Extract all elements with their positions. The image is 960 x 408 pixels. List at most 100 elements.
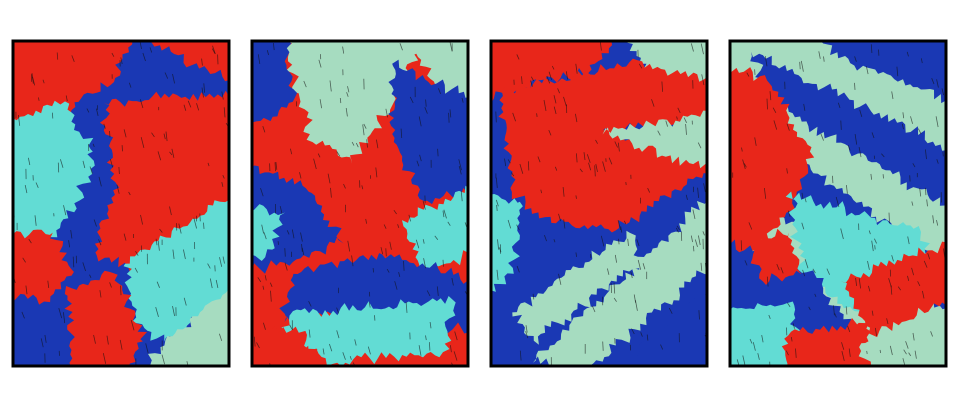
- texture-stroke: [565, 71, 568, 80]
- texture-stroke: [841, 342, 845, 350]
- texture-stroke: [752, 342, 756, 351]
- texture-stroke: [397, 224, 400, 229]
- texture-stroke: [870, 44, 873, 54]
- texture-stroke: [660, 344, 664, 350]
- texture-stroke: [183, 297, 187, 306]
- texture-stroke: [586, 154, 591, 163]
- texture-stroke: [346, 92, 349, 97]
- texture-stroke: [847, 145, 851, 151]
- texture-stroke: [118, 166, 120, 175]
- texture-stroke: [106, 335, 109, 345]
- texture-stroke: [906, 51, 909, 57]
- texture-stroke: [840, 120, 842, 130]
- texture-stroke: [116, 184, 120, 194]
- texture-stroke: [795, 348, 797, 358]
- texture-stroke: [426, 290, 431, 297]
- texture-stroke: [329, 80, 332, 92]
- texture-stroke: [400, 128, 403, 139]
- texture-stroke: [47, 280, 50, 288]
- texture-stroke: [365, 218, 367, 224]
- texture-stroke: [98, 239, 102, 246]
- texture-stroke: [803, 103, 806, 111]
- texture-stroke: [451, 362, 454, 365]
- texture-stroke: [544, 234, 547, 242]
- texture-stroke: [38, 97, 40, 101]
- texture-stroke: [460, 191, 463, 202]
- texture-stroke: [510, 172, 515, 177]
- texture-stroke: [701, 74, 705, 86]
- texture-stroke: [31, 73, 34, 84]
- texture-stroke: [563, 96, 567, 107]
- texture-stroke: [140, 137, 145, 148]
- texture-stroke: [917, 128, 922, 135]
- texture-stroke: [925, 149, 927, 160]
- texture-stroke: [859, 109, 863, 118]
- texture-stroke: [419, 154, 422, 162]
- color-region: [285, 42, 420, 164]
- texture-stroke: [532, 293, 535, 300]
- texture-stroke: [351, 255, 354, 267]
- texture-stroke: [209, 278, 213, 289]
- texture-stroke: [835, 196, 840, 208]
- texture-stroke: [931, 78, 935, 85]
- art-panel: [14, 42, 228, 365]
- texture-stroke: [766, 276, 769, 287]
- texture-stroke: [393, 209, 397, 215]
- texture-stroke: [642, 263, 646, 270]
- texture-stroke: [640, 332, 643, 337]
- texture-stroke: [742, 159, 746, 170]
- texture-stroke: [583, 152, 586, 161]
- texture-stroke: [540, 363, 542, 365]
- texture-stroke: [383, 224, 387, 229]
- texture-stroke: [575, 63, 578, 74]
- texture-stroke: [698, 235, 701, 246]
- texture-stroke: [186, 361, 189, 365]
- texture-stroke: [786, 168, 788, 174]
- texture-stroke: [269, 363, 271, 365]
- texture-stroke: [820, 133, 824, 141]
- texture-stroke: [322, 348, 325, 355]
- texture-stroke: [768, 314, 771, 319]
- texture-stroke: [935, 116, 939, 128]
- texture-stroke: [516, 265, 520, 273]
- texture-stroke: [68, 240, 70, 248]
- texture-stroke: [870, 173, 872, 180]
- texture-stroke: [436, 286, 439, 296]
- texture-stroke: [879, 349, 881, 354]
- texture-stroke: [594, 165, 596, 177]
- texture-stroke: [339, 97, 342, 104]
- texture-stroke: [201, 58, 203, 66]
- texture-stroke: [102, 353, 107, 364]
- texture-stroke: [703, 183, 706, 193]
- texture-stroke: [630, 271, 633, 279]
- texture-stroke: [651, 99, 655, 107]
- texture-stroke: [425, 99, 427, 107]
- texture-stroke: [504, 158, 507, 167]
- texture-stroke: [291, 229, 295, 239]
- color-region: [532, 201, 706, 365]
- texture-stroke: [139, 42, 142, 50]
- texture-stroke: [905, 341, 909, 349]
- texture-stroke: [772, 107, 777, 113]
- texture-stroke: [110, 159, 114, 168]
- texture-stroke: [787, 210, 791, 217]
- color-region: [253, 204, 286, 261]
- texture-stroke: [327, 173, 331, 184]
- texture-stroke: [263, 232, 267, 240]
- texture-stroke: [595, 163, 598, 172]
- texture-stroke: [848, 348, 851, 357]
- texture-stroke: [818, 51, 821, 59]
- texture-stroke: [766, 98, 768, 110]
- panel-frame: [250, 39, 470, 368]
- texture-stroke: [497, 239, 499, 250]
- texture-stroke: [199, 213, 201, 222]
- color-region: [632, 286, 706, 365]
- texture-stroke: [868, 285, 871, 292]
- texture-stroke: [262, 125, 266, 133]
- texture-stroke: [912, 332, 915, 341]
- color-region: [781, 318, 882, 365]
- texture-stroke: [558, 213, 561, 222]
- texture-stroke: [891, 91, 894, 100]
- texture-stroke: [409, 96, 414, 104]
